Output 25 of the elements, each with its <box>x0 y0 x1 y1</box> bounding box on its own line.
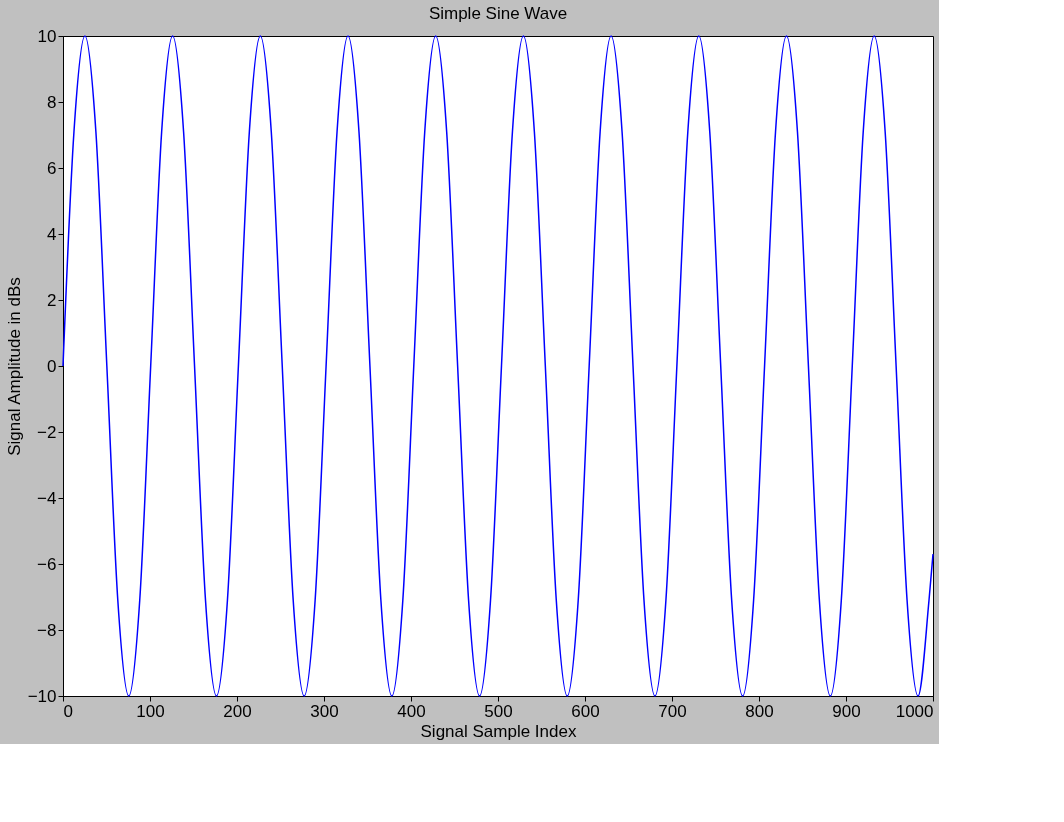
y-tick-label: 10 <box>37 26 57 46</box>
chart-title: Simple Sine Wave <box>428 4 568 23</box>
x-tick-label: 300 <box>310 701 339 721</box>
x-axis-title: Signal Sample Index <box>420 721 577 741</box>
x-tick-label: 400 <box>397 701 426 721</box>
x-tick-label: 800 <box>745 701 774 721</box>
y-tick-label: 2 <box>47 290 57 310</box>
y-tick-label: −8 <box>37 620 57 640</box>
y-tick-label: 4 <box>47 224 57 244</box>
x-tick-label: 0 <box>63 701 73 721</box>
y-tick-label: −10 <box>27 686 57 706</box>
y-tick-label: 0 <box>47 356 57 376</box>
x-tick-label: 600 <box>571 701 600 721</box>
x-tick-label: 200 <box>223 701 252 721</box>
y-tick-label: −4 <box>37 488 57 508</box>
y-tick-label: 8 <box>47 92 57 112</box>
x-tick-label: 900 <box>832 701 861 721</box>
x-tick-label: 1000 <box>895 701 934 721</box>
y-axis-title: Signal Amplitude in dBs <box>4 277 24 456</box>
y-tick-label: 6 <box>47 158 57 178</box>
x-tick-label: 700 <box>658 701 687 721</box>
x-tick-label: 500 <box>484 701 513 721</box>
y-tick-label: −2 <box>37 422 57 442</box>
x-tick-label: 100 <box>136 701 165 721</box>
y-tick-label: −6 <box>37 554 57 574</box>
